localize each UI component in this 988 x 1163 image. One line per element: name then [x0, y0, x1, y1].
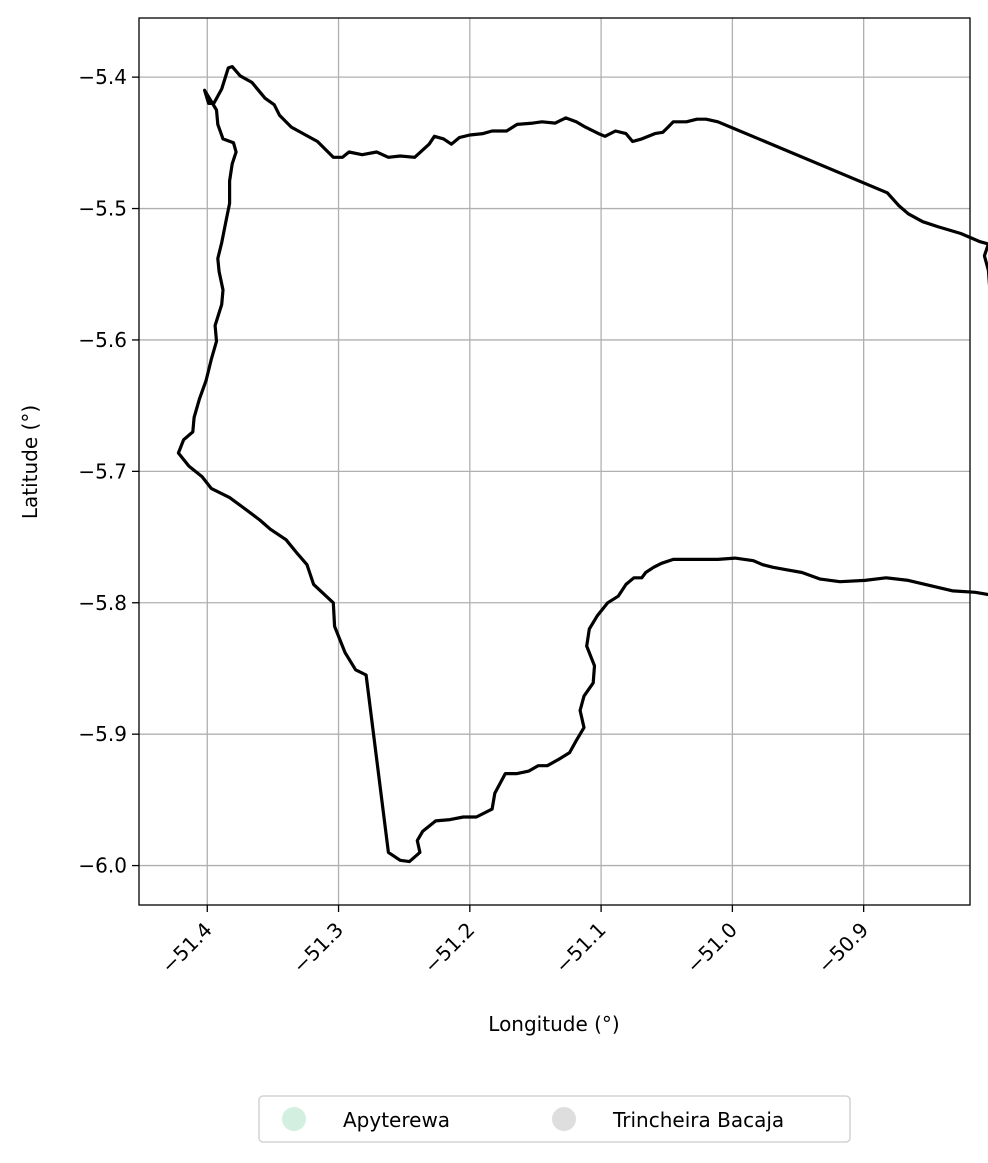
y-tick-label: −5.4: [78, 65, 127, 89]
y-axis-title: Latitude (°): [18, 405, 42, 519]
legend: Apyterewa Trincheira Bacaja: [258, 1095, 851, 1143]
y-tick-label: −5.5: [78, 197, 127, 221]
y-axis: −5.4 −5.5 −5.6 −5.7 −5.8 −5.9 −6.0: [78, 65, 139, 878]
legend-marker-trincheira-bacaja: [552, 1107, 576, 1131]
legend-label-apyterewa: Apyterewa: [343, 1108, 450, 1132]
x-axis-title: Longitude (°): [488, 1012, 619, 1036]
y-tick-label: −5.8: [78, 591, 127, 615]
grid-lines: [139, 18, 970, 905]
y-tick-label: −5.9: [78, 722, 127, 746]
legend-marker-apyterewa: [282, 1107, 306, 1131]
plot-area-frame: [138, 17, 971, 906]
plot-area-background: [139, 18, 970, 905]
y-tick-label: −5.6: [78, 328, 127, 352]
y-tick-label: −6.0: [78, 854, 127, 878]
territory-boundary: [176, 65, 988, 864]
y-tick-label: −5.7: [78, 459, 127, 483]
legend-label-trincheira-bacaja: Trincheira Bacaja: [612, 1108, 784, 1132]
